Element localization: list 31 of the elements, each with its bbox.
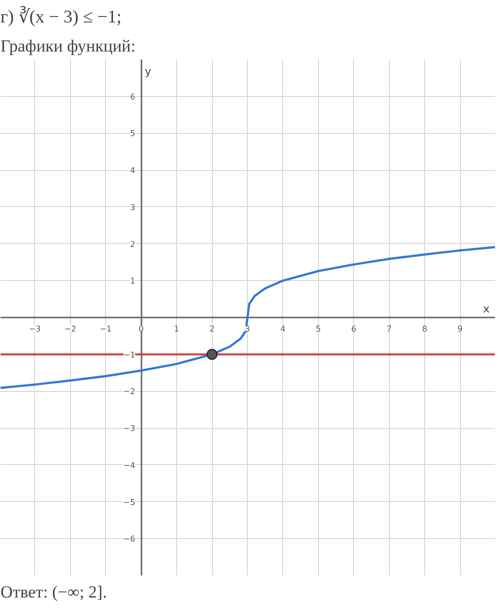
x-tick-label: 3 bbox=[244, 324, 250, 334]
y-axis-title: y bbox=[144, 64, 152, 78]
y-tick-label: −6 bbox=[123, 534, 136, 544]
x-tick-label: 2 bbox=[209, 324, 215, 334]
y-tick-label: 1 bbox=[130, 276, 136, 286]
y-tick-label: 4 bbox=[130, 166, 136, 176]
x-tick-label: −2 bbox=[64, 324, 76, 334]
y-tick-label: −5 bbox=[123, 498, 136, 507]
x-tick-label: 0 bbox=[138, 324, 144, 334]
y-tick-label: −3 bbox=[123, 424, 136, 434]
x-tick-label: 8 bbox=[422, 324, 428, 334]
text: Ответ: (−∞; 2]. bbox=[0, 582, 107, 602]
y-tick-label: 3 bbox=[130, 202, 136, 212]
y-tick-label: −4 bbox=[123, 460, 136, 470]
x-tick-label: 9 bbox=[458, 324, 463, 334]
x-axis-title: x bbox=[483, 302, 490, 316]
y-tick-label: −2 bbox=[123, 387, 136, 396]
x-tick-label: −1 bbox=[100, 324, 112, 334]
x-tick-label: 4 bbox=[280, 324, 286, 334]
x-tick-label: −3 bbox=[28, 324, 41, 334]
chart-subtitle: Графики функций: bbox=[0, 36, 136, 56]
x-tick-label: 1 bbox=[174, 324, 180, 334]
x-tick-label: 5 bbox=[316, 324, 321, 334]
x-tick-label: 6 bbox=[351, 324, 356, 334]
chart-title: г) ∛(x − 3) ≤ −1; bbox=[0, 6, 122, 26]
y-tick-label: −1 bbox=[123, 350, 136, 360]
x-tick-label: 7 bbox=[386, 324, 392, 334]
y-tick-label: 6 bbox=[130, 92, 136, 102]
y-tick-label: 2 bbox=[130, 240, 136, 249]
y-tick-label: 5 bbox=[130, 129, 136, 138]
line-series bbox=[0, 246, 495, 389]
